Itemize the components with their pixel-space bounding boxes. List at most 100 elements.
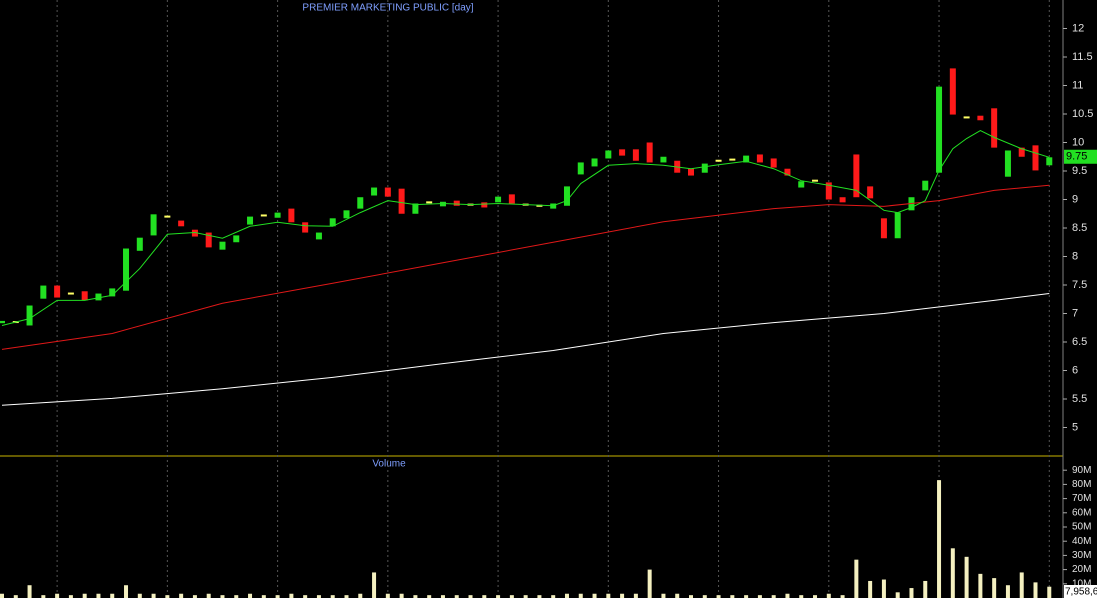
volume-bar [537, 595, 542, 598]
last-volume-box [1064, 585, 1097, 598]
candle-body [178, 220, 185, 227]
candle-body [839, 197, 846, 203]
candle-body [481, 202, 488, 208]
candle-body [770, 158, 777, 168]
volume-bar [661, 593, 666, 598]
candle-body [371, 187, 378, 196]
volume-bar [826, 593, 831, 598]
volume-bar [992, 578, 997, 598]
volume-bar [978, 573, 983, 598]
candle-body [495, 196, 502, 203]
candle-body [798, 181, 805, 188]
volume-bar [468, 595, 473, 598]
volume-bar [702, 595, 707, 598]
volume-bar [344, 595, 349, 598]
volume-bar [937, 480, 942, 598]
candle-body [1004, 150, 1011, 177]
candle-body [619, 149, 626, 156]
last-volume-label: 7,958,6 [1065, 587, 1097, 598]
candle-body [95, 293, 102, 301]
volume-bar [1047, 586, 1052, 598]
candle-body [191, 229, 198, 237]
y-tick-label: 30M [1072, 550, 1091, 561]
volume-bar [27, 585, 32, 598]
y-tick-label: 7.5 [1072, 279, 1087, 291]
volume-bar [592, 593, 597, 598]
volume-bar [909, 588, 914, 598]
candle-body [150, 214, 157, 236]
candle-body [743, 155, 750, 163]
candle-body [384, 187, 391, 197]
volume-bar [551, 595, 556, 598]
y-tick-label: 11.5 [1072, 51, 1093, 63]
y-tick-label: 12 [1072, 22, 1084, 34]
candle-body [247, 216, 254, 225]
volume-bar [1033, 582, 1038, 598]
y-tick-label: 6 [1072, 364, 1078, 376]
volume-bar [716, 595, 721, 598]
candle-body [825, 182, 832, 200]
volume-bar [303, 595, 308, 598]
volume-bar [316, 595, 321, 598]
volume-bar [289, 593, 294, 598]
candle-doji [260, 214, 267, 217]
y-tick-label: 40M [1072, 536, 1091, 547]
volume-bar [55, 593, 60, 598]
volume-bar [96, 593, 101, 598]
volume-bar [261, 595, 266, 598]
y-tick-label: 90M [1072, 465, 1091, 476]
volume-bar [785, 593, 790, 598]
volume-bar [330, 595, 335, 598]
volume-bar [689, 595, 693, 598]
candle-body [233, 235, 240, 243]
volume-bar [206, 593, 211, 598]
y-tick-label: 6.5 [1072, 336, 1087, 348]
moving-average-line [1, 293, 1050, 406]
volume-bar [385, 593, 390, 598]
chart-title: PREMIER MARKETING PUBLIC [day] [302, 3, 473, 14]
candle-body [288, 208, 295, 223]
candle-body [867, 186, 874, 199]
candle-doji [426, 201, 433, 204]
volume-title: Volume [372, 459, 406, 470]
y-tick-label: 8 [1072, 250, 1078, 262]
volume-bar [454, 595, 459, 598]
last-price-box [1064, 149, 1097, 164]
volume-bar [509, 595, 514, 598]
volume-bar [813, 595, 818, 598]
candle-body [577, 162, 584, 175]
candle-body [563, 186, 570, 206]
volume-bar [137, 593, 142, 598]
candle-body [412, 203, 419, 214]
volume-bar [399, 593, 404, 598]
volume-bar [440, 595, 445, 598]
y-tick-label: 9.5 [1072, 165, 1087, 177]
volume-bar [68, 595, 73, 598]
volume-bar [606, 593, 611, 598]
candle-body [853, 154, 860, 198]
y-tick-label: 10 [1072, 136, 1084, 148]
volume-bar [964, 556, 969, 598]
y-tick-label: 5.5 [1072, 393, 1087, 405]
candle-body [343, 210, 350, 219]
candle-body [756, 154, 763, 163]
candle-body [922, 180, 929, 191]
candle-doji [812, 179, 819, 182]
candle-body [977, 115, 984, 121]
volume-bar [220, 595, 225, 598]
volume-bar [151, 593, 156, 598]
y-tick-label: 70M [1072, 493, 1091, 504]
volume-bar [165, 595, 170, 598]
candle-body [701, 163, 708, 173]
volume-bar [923, 580, 928, 598]
candle-doji [536, 204, 543, 207]
candle-body [40, 285, 47, 299]
volume-bar [0, 593, 4, 598]
volume-bar [1005, 585, 1010, 598]
volume-bar [757, 595, 762, 598]
candle-body [1046, 157, 1053, 166]
volume-bar [771, 595, 776, 598]
candle-body [54, 285, 61, 298]
